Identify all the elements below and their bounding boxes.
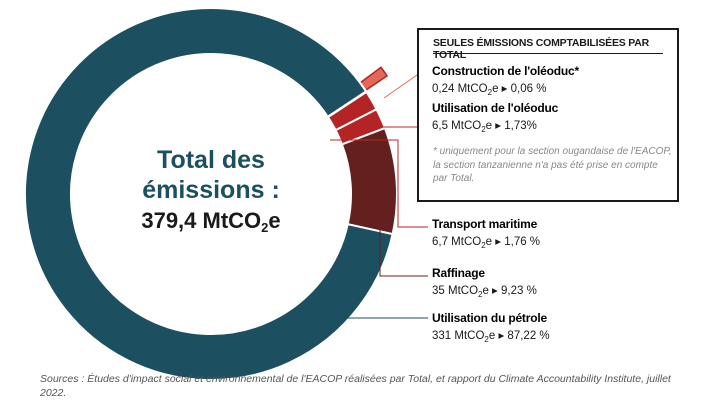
leader-line-4: [383, 72, 421, 99]
value-maritime: 6,7 MtCO2e ▸ 1,76 %: [432, 236, 541, 250]
center-total: 379,4 MtCO2e: [141, 208, 281, 235]
value-construction: 0,24 MtCO2e ▸ 0,06 %: [432, 83, 547, 97]
slice-utilisation-du-p-trole: [24, 7, 394, 381]
value-pipeline-use: 6,5 MtCO2e ▸ 1,73%: [432, 120, 537, 134]
value-oil-use: 331 MtCO2e ▸ 87,22 %: [432, 330, 550, 344]
leader-line-1: [360, 192, 428, 277]
footnote: * uniquement pour la section ougandaise …: [433, 146, 672, 184]
box-title: SEULES ÉMISSIONS COMPTABILISÉES PAR TOTA…: [433, 37, 650, 61]
label-pipeline-use: Utilisation de l'oléoduc: [432, 101, 559, 115]
label-oil-use: Utilisation du pétrole: [432, 311, 547, 325]
box-divider: [433, 53, 663, 54]
slice-raffinage: [340, 126, 398, 236]
label-refining: Raffinage: [432, 266, 485, 280]
sources-note: Sources : Études d'impact social et envi…: [40, 373, 671, 399]
label-maritime: Transport maritime: [432, 217, 538, 231]
value-refining: 35 MtCO2e ▸ 9,23 %: [432, 285, 537, 299]
center-title: Total des émissions :: [142, 146, 280, 204]
label-construction: Construction de l'oléoduc*: [432, 64, 579, 78]
leader-lines: [328, 72, 428, 319]
total-only-emissions-box: SEULES ÉMISSIONS COMPTABILISÉES PAR TOTA…: [417, 28, 679, 202]
leader-line-2: [330, 139, 428, 228]
